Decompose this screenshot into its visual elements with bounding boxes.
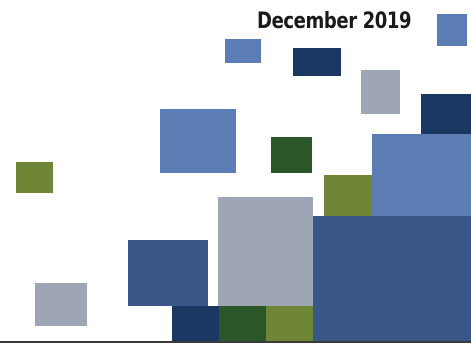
- square-olive-middle-right: [324, 175, 372, 216]
- square-navy-right-edge: [421, 94, 471, 134]
- square-denim-large-bottom-right: [313, 216, 471, 341]
- square-navy-bottom-row: [172, 306, 219, 341]
- square-steel-blue-large-right: [372, 134, 471, 216]
- square-steel-blue-small-top: [225, 39, 261, 63]
- square-navy-top: [293, 48, 341, 76]
- square-steel-blue-header: [437, 14, 467, 46]
- square-gray-bottom-left: [35, 283, 87, 326]
- month-year-label: December 2019: [257, 9, 412, 34]
- square-steel-blue-middle: [160, 109, 236, 173]
- square-gray-top-right: [361, 70, 400, 114]
- square-denim-bottom-left: [128, 240, 208, 306]
- square-gray-large-center: [218, 197, 313, 306]
- square-forest-green-middle: [271, 137, 312, 173]
- square-forest-green-bottom-row: [219, 306, 266, 341]
- baseline-divider: [0, 341, 471, 343]
- square-olive-left: [16, 162, 53, 193]
- square-olive-bottom-row: [266, 306, 313, 341]
